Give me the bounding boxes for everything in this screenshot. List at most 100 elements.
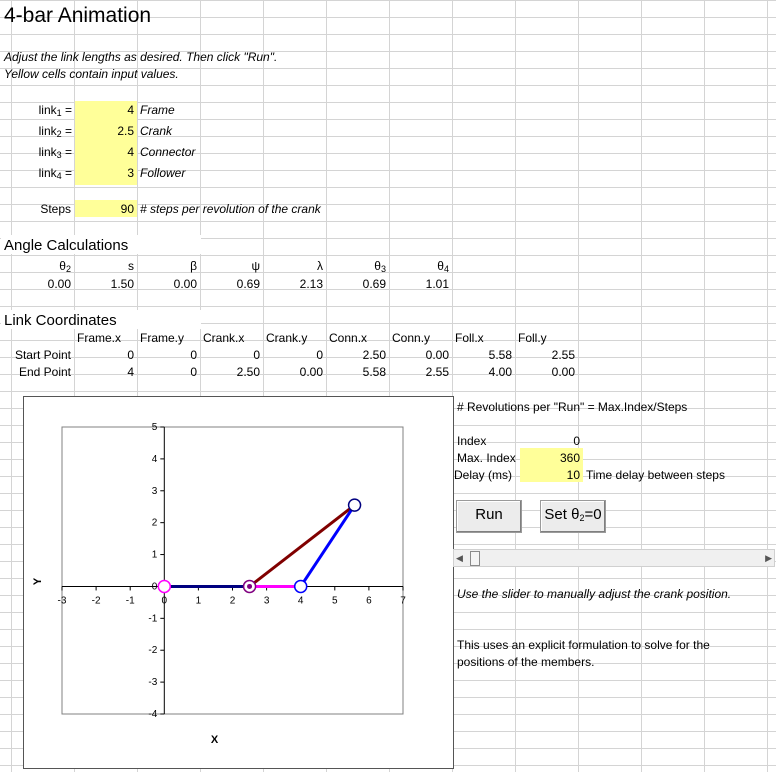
- y-tick-label: 1: [152, 550, 158, 561]
- linkage-plot: -3 -2 -1 0 1 2 3 4 5 6 7 -4 -3 -2 -1 0 1 2 3 4 5 X Y: [32, 422, 406, 746]
- x-tick-label: 7: [400, 595, 406, 606]
- link-description: Crank: [140, 124, 173, 138]
- angle-header: θ4: [437, 259, 449, 274]
- link-description: Follower: [140, 166, 186, 180]
- coord-value: 4.00: [488, 365, 512, 379]
- coord-value: 5.58: [362, 365, 386, 379]
- x-tick-label: 5: [332, 595, 338, 606]
- coord-value: 0: [316, 348, 323, 362]
- joint-marker: [347, 498, 362, 512]
- delay-description: Time delay between steps: [586, 468, 725, 482]
- link-description: Connector: [140, 145, 196, 159]
- angle-header: λ: [317, 259, 323, 273]
- plot-area: [61, 426, 404, 715]
- y-tick-label: 2: [152, 518, 158, 529]
- max-index-value[interactable]: 360: [559, 451, 580, 465]
- angle-value: 2.13: [299, 277, 323, 291]
- method-note-2: positions of the members.: [457, 655, 595, 669]
- angle-value: 0.69: [236, 277, 260, 291]
- steps-value[interactable]: 90: [120, 202, 134, 216]
- x-axis-label: X: [211, 734, 219, 746]
- link-value[interactable]: 2.5: [117, 124, 134, 138]
- panel-input-cells: [520, 448, 583, 482]
- joint-marker: [293, 579, 308, 594]
- link-value[interactable]: 3: [127, 166, 134, 180]
- coord-value: 0: [190, 365, 197, 379]
- y-tick-label: -1: [148, 613, 157, 624]
- x-tick-label: 1: [196, 595, 202, 606]
- coord-header: Frame.x: [77, 331, 122, 345]
- x-tick-label: 3: [264, 595, 270, 606]
- slider-left-arrow-icon[interactable]: ◀: [456, 553, 463, 563]
- angle-value: 1.01: [425, 277, 449, 291]
- coord-header: Frame.y: [140, 331, 185, 345]
- angle-value: 1.50: [110, 277, 134, 291]
- slider-right-arrow-icon[interactable]: ▶: [765, 553, 772, 563]
- link-value[interactable]: 4: [127, 103, 134, 117]
- coord-value: 0.00: [299, 365, 323, 379]
- x-tick-label: 6: [366, 595, 372, 606]
- link-label: link2 =: [38, 124, 72, 139]
- method-note-1: This uses an explicit formulation to sol…: [457, 638, 710, 652]
- max-index-label: Max. Index: [457, 451, 516, 465]
- index-label: Index: [457, 434, 487, 448]
- x-tick-label: 0: [162, 595, 168, 606]
- coord-value: 2.55: [551, 348, 575, 362]
- coord-header: Foll.x: [455, 331, 484, 345]
- angle-header: θ2: [59, 259, 71, 274]
- coord-header: Crank.x: [203, 331, 245, 345]
- delay-value[interactable]: 10: [566, 468, 580, 482]
- y-tick-label: 3: [152, 486, 158, 497]
- joint-marker: [157, 579, 172, 594]
- angle-header: ψ: [251, 259, 260, 273]
- link-series-line: [299, 504, 356, 588]
- coord-row-label: Start Point: [14, 348, 71, 362]
- coord-header: Conn.x: [329, 331, 368, 345]
- x-tick-label: -2: [92, 595, 101, 606]
- x-tick-label: -1: [126, 595, 135, 606]
- coord-row-label: End Point: [18, 365, 71, 379]
- linkage-chart: -3 -2 -1 0 1 2 3 4 5 6 7 -4 -3 -2 -1 0 1 2 3 4 5 X Y: [23, 396, 454, 769]
- steps-label: Steps: [40, 202, 71, 216]
- angle-value: 0.00: [173, 277, 197, 291]
- angle-header: θ3: [374, 259, 386, 274]
- link-label: link1 =: [38, 103, 72, 118]
- link-value[interactable]: 4: [127, 145, 134, 159]
- y-tick-label: 4: [152, 454, 158, 465]
- link-label: link3 =: [38, 145, 72, 160]
- x-tick-label: 2: [230, 595, 236, 606]
- link-input-cells: [75, 101, 137, 185]
- coord-value: 2.50: [362, 348, 386, 362]
- angle-header: s: [128, 259, 134, 273]
- run-button[interactable]: Run: [456, 500, 522, 533]
- slider-note: Use the slider to manually adjust the cr…: [457, 587, 732, 601]
- coord-value: 0.00: [551, 365, 575, 379]
- steps-input-cell: [75, 200, 137, 217]
- revolutions-note: # Revolutions per "Run" = Max.Index/Step…: [457, 400, 688, 414]
- index-value: 0: [573, 434, 580, 448]
- link-label: link4 =: [38, 166, 72, 181]
- y-tick-label: -4: [148, 709, 157, 720]
- set-theta-zero-button[interactable]: Set θ2=0: [540, 500, 606, 533]
- angle-heading: Angle Calculations: [4, 237, 129, 254]
- y-tick-label: -2: [148, 645, 157, 656]
- link-description: Frame: [140, 103, 175, 117]
- coord-value: 0: [127, 348, 134, 362]
- steps-description: # steps per revolution of the crank: [140, 202, 321, 216]
- angle-value: 0.69: [362, 277, 386, 291]
- angle-header: β: [190, 259, 197, 273]
- coord-value: 5.58: [488, 348, 512, 362]
- coord-value: 0.00: [425, 348, 449, 362]
- slider-thumb[interactable]: [470, 551, 480, 566]
- coord-value: 0: [190, 348, 197, 362]
- angle-value: 0.00: [47, 277, 71, 291]
- sheet-title: 4-bar Animation: [4, 4, 152, 27]
- coord-header: Crank.y: [266, 331, 308, 345]
- coord-header: Conn.y: [392, 331, 431, 345]
- crank-slider[interactable]: ◀ ▶: [453, 549, 775, 567]
- y-tick-label: 0: [152, 581, 158, 592]
- coord-value: 4: [127, 365, 134, 379]
- joint-center-dot: [247, 583, 253, 589]
- x-tick-label: -3: [58, 595, 67, 606]
